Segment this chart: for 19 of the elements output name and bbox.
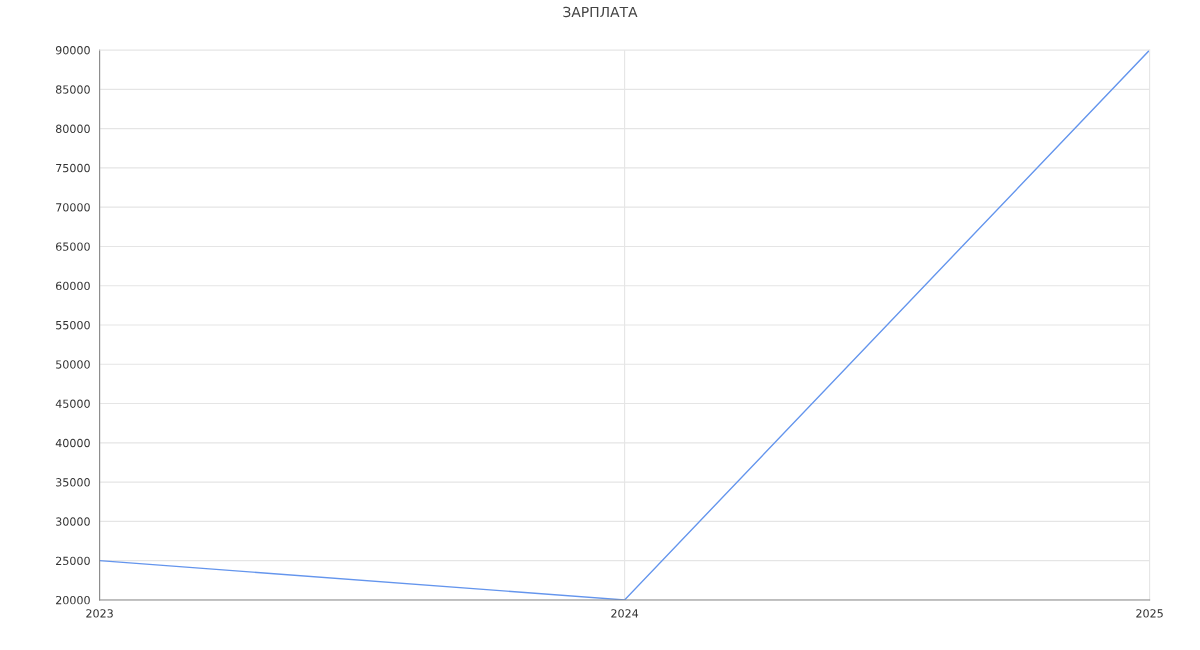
- y-tick-label: 30000: [56, 517, 90, 526]
- y-tick-label: 50000: [56, 360, 90, 369]
- y-tick-label: 75000: [56, 163, 90, 173]
- chart-title: ЗАРПЛАТА: [563, 6, 638, 18]
- y-tick-label: 40000: [55, 438, 90, 448]
- x-tick-label: 2023: [86, 609, 113, 618]
- x-tick-label: 2024: [611, 609, 639, 618]
- y-tick-label: 20000: [56, 595, 90, 605]
- y-tick-label: 80000: [55, 124, 90, 133]
- y-tick-label: 45000: [55, 399, 90, 408]
- y-tick-label: 90000: [55, 46, 90, 55]
- x-tick-label: 2025: [1136, 609, 1163, 618]
- y-tick-label: 85000: [55, 85, 90, 94]
- y-tick-label: 25000: [56, 556, 90, 566]
- y-tick-label: 35000: [56, 478, 90, 487]
- y-tick-label: 65000: [56, 242, 90, 251]
- y-tick-label: 70000: [56, 203, 90, 212]
- y-tick-label: 60000: [56, 281, 90, 291]
- y-tick-label: 55000: [56, 320, 90, 330]
